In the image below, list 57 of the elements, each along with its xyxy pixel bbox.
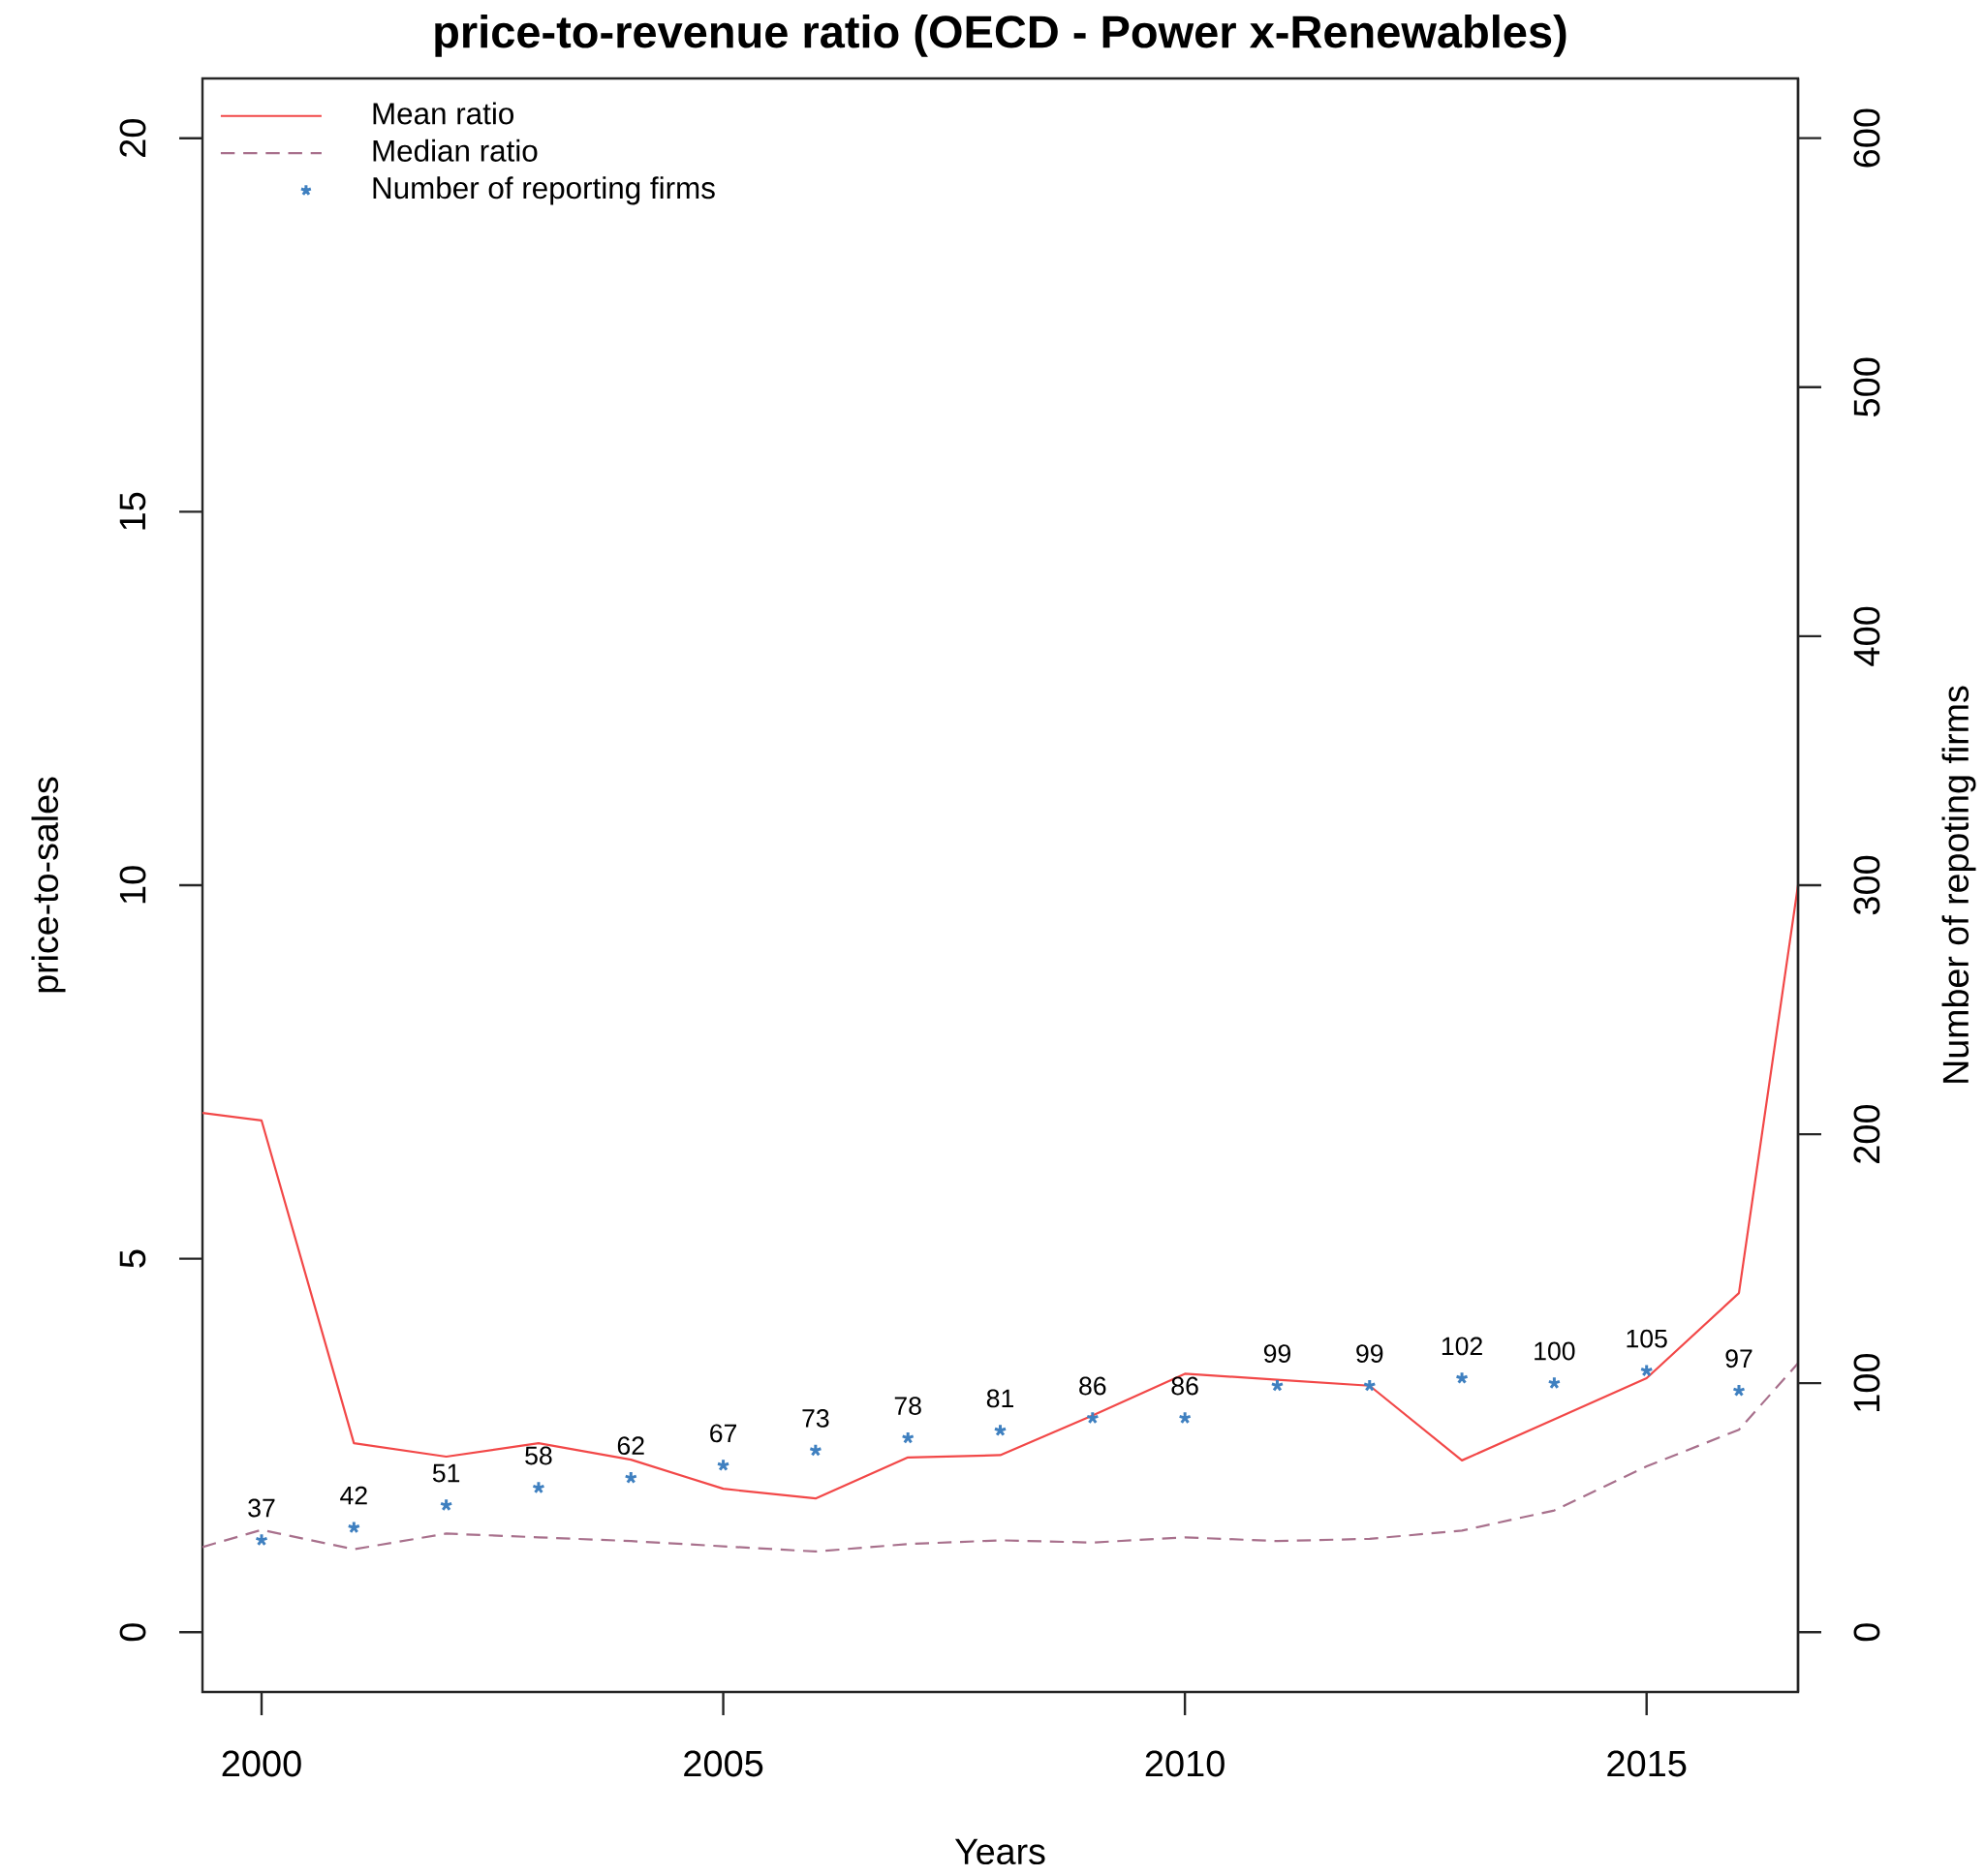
x-axis-title: Years [954, 1838, 1045, 1865]
y-tick-label: 0 [119, 1623, 146, 1642]
x-tick-label: 2015 [1607, 1750, 1687, 1777]
data-label: 73 [802, 1409, 829, 1428]
data-label: 37 [248, 1498, 275, 1518]
point [901, 1430, 915, 1444]
data-label: 62 [617, 1436, 644, 1456]
data-label: 67 [710, 1424, 736, 1443]
point [1270, 1378, 1285, 1392]
data-label: 99 [1263, 1344, 1290, 1364]
data-label: 58 [525, 1446, 552, 1465]
point [1455, 1370, 1470, 1385]
point [1639, 1364, 1654, 1377]
y-tick-label: 10 [119, 866, 146, 904]
data-label: 105 [1627, 1329, 1667, 1348]
x-tick-label: 2010 [1145, 1750, 1225, 1777]
point [1362, 1378, 1377, 1392]
point [993, 1423, 1008, 1437]
y-tick-label: 5 [119, 1249, 146, 1268]
data-label: 102 [1442, 1337, 1482, 1356]
point [347, 1521, 361, 1534]
y2-axis-title: Number of repoting firms [1941, 686, 1976, 1083]
data-label: 81 [986, 1389, 1013, 1408]
y2-tick-label: 0 [1853, 1623, 1880, 1642]
y2-tick-label: 600 [1853, 108, 1880, 168]
point [254, 1532, 269, 1547]
y-tick-label: 20 [119, 119, 146, 157]
data-label: 97 [1725, 1349, 1752, 1369]
x-tick-label: 2000 [222, 1750, 301, 1777]
point [1732, 1383, 1747, 1398]
point [1178, 1410, 1193, 1425]
data-label: 86 [1171, 1376, 1198, 1396]
y2-tick-label: 500 [1853, 357, 1880, 416]
y2-tick-label: 100 [1853, 1353, 1880, 1411]
point [1085, 1410, 1100, 1425]
data-label: 42 [340, 1486, 367, 1505]
legend-label: Number of reporting firms [373, 176, 715, 205]
y2-tick-label: 200 [1853, 1104, 1880, 1163]
point [624, 1470, 638, 1485]
chart-title: price-to-revenue ratio (OECD - Power x-Renewables) [435, 15, 1566, 57]
legend-label: Mean ratio [373, 102, 514, 125]
point [1547, 1375, 1562, 1390]
data-label: 99 [1356, 1344, 1383, 1364]
y-tick-label: 15 [119, 492, 146, 530]
point [531, 1480, 545, 1494]
data-label: 100 [1535, 1341, 1575, 1361]
data-label: 86 [1079, 1376, 1106, 1396]
data-label: 51 [432, 1463, 460, 1483]
y-axis-title: price-to-sales [31, 777, 66, 993]
y2-tick-label: 300 [1853, 855, 1880, 915]
data-label: 78 [894, 1397, 921, 1415]
point [439, 1497, 453, 1512]
point [716, 1458, 730, 1472]
point [808, 1443, 822, 1457]
y2-tick-label: 400 [1853, 606, 1880, 666]
x-tick-label: 2005 [684, 1750, 763, 1777]
legend-label: Median ratio [373, 138, 538, 162]
